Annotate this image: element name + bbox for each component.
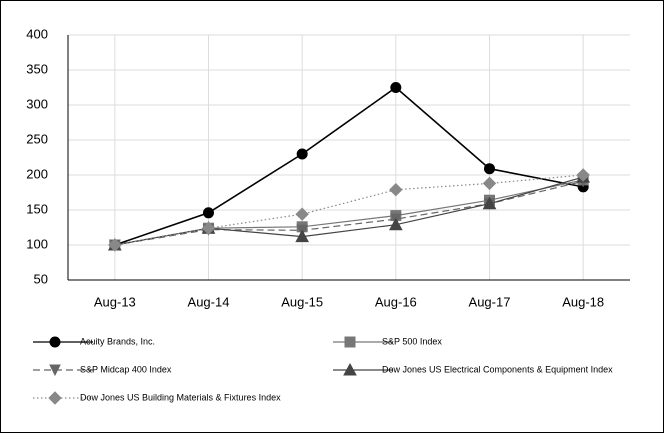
data-point [201,221,216,235]
legend-label: S&P Midcap 400 Index [80,364,172,374]
data-point [295,229,310,243]
series-line [114,176,584,246]
data-point [388,217,403,231]
legend-label: Acuity Brands, Inc. [80,336,155,346]
y-tick-label: 50 [34,271,48,286]
data-point [296,148,308,160]
data-point [482,196,497,210]
y-tick-label: 350 [26,61,48,76]
x-tick-label: Aug-14 [188,294,230,309]
y-tick-label: 250 [26,131,48,146]
x-tick-label: Aug-16 [375,294,417,309]
y-tick-label: 400 [26,26,48,41]
series-line [114,174,584,246]
x-tick-label: Aug-17 [469,294,511,309]
y-tick-label: 300 [26,96,48,111]
legend-marker [49,336,61,348]
series-line [114,86,584,246]
legend-marker [343,362,357,376]
series-line [114,180,584,246]
y-tick-label: 200 [26,166,48,181]
data-point [576,168,590,182]
x-tick-label: Aug-15 [281,294,323,309]
legend-label: Dow Jones US Building Materials & Fixtur… [80,392,281,402]
data-point [389,182,403,197]
y-tick-label: 100 [26,236,48,251]
data-point [484,163,495,175]
x-tick-label: Aug-13 [94,294,136,309]
data-point [203,207,214,219]
legend-marker [344,336,356,348]
legend-label: Dow Jones US Electrical Components & Equ… [382,364,613,374]
x-tick-label: Aug-18 [562,294,604,309]
legend-marker [49,364,61,377]
data-point [390,82,402,93]
y-tick-label: 150 [26,201,48,216]
legend-marker [48,391,62,405]
data-point [108,238,122,252]
legend-label: S&P 500 Index [382,336,442,346]
data-point [482,176,497,191]
data-point [295,207,309,221]
